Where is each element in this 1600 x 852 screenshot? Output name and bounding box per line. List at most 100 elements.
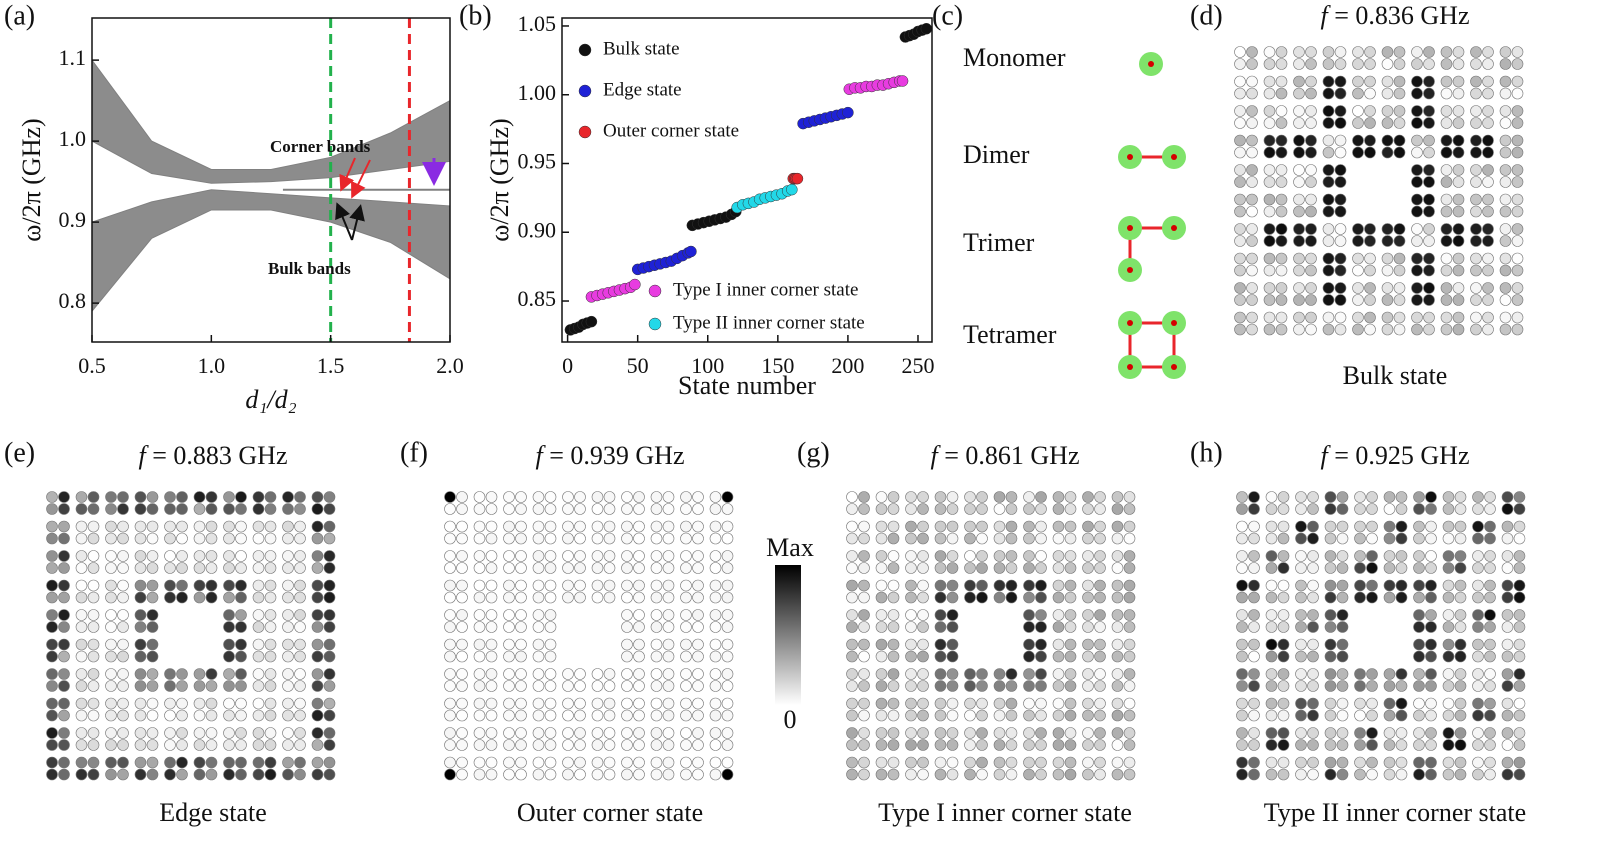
resonator-field bbox=[1383, 550, 1396, 562]
resonator-field bbox=[1234, 46, 1246, 58]
resonator-field bbox=[1275, 146, 1288, 159]
resonator-field bbox=[1501, 609, 1514, 621]
resonator-field bbox=[976, 756, 988, 769]
resonator-field bbox=[1023, 727, 1035, 739]
resonator-field bbox=[1484, 579, 1496, 592]
resonator-field bbox=[1123, 768, 1136, 781]
resonator-field bbox=[1454, 756, 1467, 769]
resonator-field bbox=[1293, 223, 1305, 235]
resonator-field bbox=[46, 709, 58, 722]
resonator-field bbox=[1082, 550, 1094, 562]
resonator-field bbox=[58, 520, 70, 533]
resonator-field bbox=[1263, 252, 1276, 265]
resonator-field bbox=[46, 609, 58, 621]
resonator-field bbox=[1064, 727, 1077, 739]
resonator-field bbox=[846, 579, 858, 592]
resonator-field bbox=[176, 520, 188, 533]
resonator-field bbox=[515, 562, 527, 574]
resonator-field bbox=[1454, 650, 1467, 663]
resonator-field bbox=[1513, 697, 1526, 710]
resonator-field bbox=[650, 621, 663, 633]
resonator-field bbox=[1411, 311, 1423, 324]
resonator-field bbox=[46, 591, 58, 604]
resonator-field bbox=[1366, 532, 1378, 545]
resonator-field bbox=[946, 697, 959, 710]
resonator-field bbox=[1035, 503, 1047, 515]
resonator-field bbox=[485, 503, 498, 515]
resonator-field bbox=[1484, 491, 1496, 503]
resonator-field bbox=[193, 520, 206, 533]
resonator-field bbox=[235, 756, 247, 769]
resonator-field bbox=[223, 609, 235, 621]
resonator-field bbox=[235, 638, 247, 651]
resonator-field bbox=[1366, 579, 1378, 592]
resonator-field bbox=[1499, 176, 1512, 188]
resonator-field bbox=[105, 756, 117, 769]
resonator-field bbox=[515, 609, 527, 621]
resonator-field bbox=[621, 532, 633, 545]
resonator-field bbox=[294, 579, 306, 592]
resonator-field bbox=[591, 668, 604, 680]
resonator-field bbox=[1023, 503, 1035, 515]
resonator-field bbox=[1094, 550, 1106, 562]
resonator-field bbox=[1423, 264, 1435, 277]
resonator-field bbox=[193, 768, 206, 781]
resonator-field bbox=[1334, 176, 1347, 188]
resonator-field bbox=[1293, 146, 1305, 159]
resonator-field bbox=[146, 709, 159, 722]
resonator-field bbox=[1082, 532, 1094, 545]
resonator-field bbox=[294, 550, 306, 562]
resonator-field bbox=[846, 550, 858, 562]
resonator-field bbox=[917, 727, 929, 739]
resonator-field bbox=[1111, 532, 1124, 545]
resonator-field bbox=[87, 562, 100, 574]
resonator-field bbox=[692, 756, 704, 769]
resonator-field bbox=[976, 579, 988, 592]
resonator-field bbox=[1324, 591, 1337, 604]
resonator-field bbox=[311, 697, 324, 710]
resonator-field bbox=[1354, 579, 1366, 592]
resonator-field bbox=[1452, 323, 1465, 336]
resonator-field bbox=[1123, 638, 1136, 651]
resonator-field bbox=[1411, 223, 1423, 235]
resonator-field bbox=[1023, 756, 1035, 769]
resonator-field bbox=[1305, 105, 1317, 117]
resonator-field bbox=[1425, 562, 1437, 574]
resonator-field bbox=[503, 739, 515, 751]
resonator-field bbox=[1023, 621, 1035, 633]
resonator-field bbox=[1094, 680, 1106, 692]
resonator-field bbox=[46, 668, 58, 680]
resonator-field bbox=[591, 709, 604, 722]
resonator-field bbox=[75, 668, 88, 680]
resonator-field bbox=[562, 668, 574, 680]
resonator-field bbox=[692, 491, 704, 503]
resonator-field bbox=[1352, 46, 1364, 58]
point bbox=[786, 183, 798, 196]
resonator-field bbox=[1452, 193, 1465, 206]
resonator-field bbox=[1023, 739, 1035, 751]
resonator-field bbox=[544, 697, 557, 710]
resonator-field bbox=[58, 503, 70, 515]
resonator-field bbox=[1023, 768, 1035, 781]
resonator-field bbox=[603, 668, 616, 680]
resonator-field bbox=[858, 668, 870, 680]
resonator-field bbox=[544, 520, 557, 533]
resonator-field bbox=[1393, 134, 1406, 147]
resonator-field bbox=[282, 727, 294, 739]
resonator-field bbox=[1236, 697, 1248, 710]
resonator-field bbox=[1352, 58, 1364, 70]
resonator-field bbox=[1023, 680, 1035, 692]
resonator-field bbox=[515, 503, 527, 515]
resonator-field bbox=[1035, 668, 1047, 680]
resonator-field bbox=[264, 562, 277, 574]
resonator-field bbox=[1452, 58, 1465, 70]
resonator-field bbox=[562, 739, 574, 751]
resonator-field bbox=[1236, 591, 1248, 604]
resonator-field bbox=[846, 768, 858, 781]
resonator-field bbox=[650, 520, 663, 533]
resonator-field bbox=[1234, 193, 1246, 206]
resonator-field bbox=[282, 520, 294, 533]
resonator-field bbox=[1052, 709, 1065, 722]
resonator-field bbox=[456, 709, 468, 722]
resonator-field bbox=[680, 562, 692, 574]
